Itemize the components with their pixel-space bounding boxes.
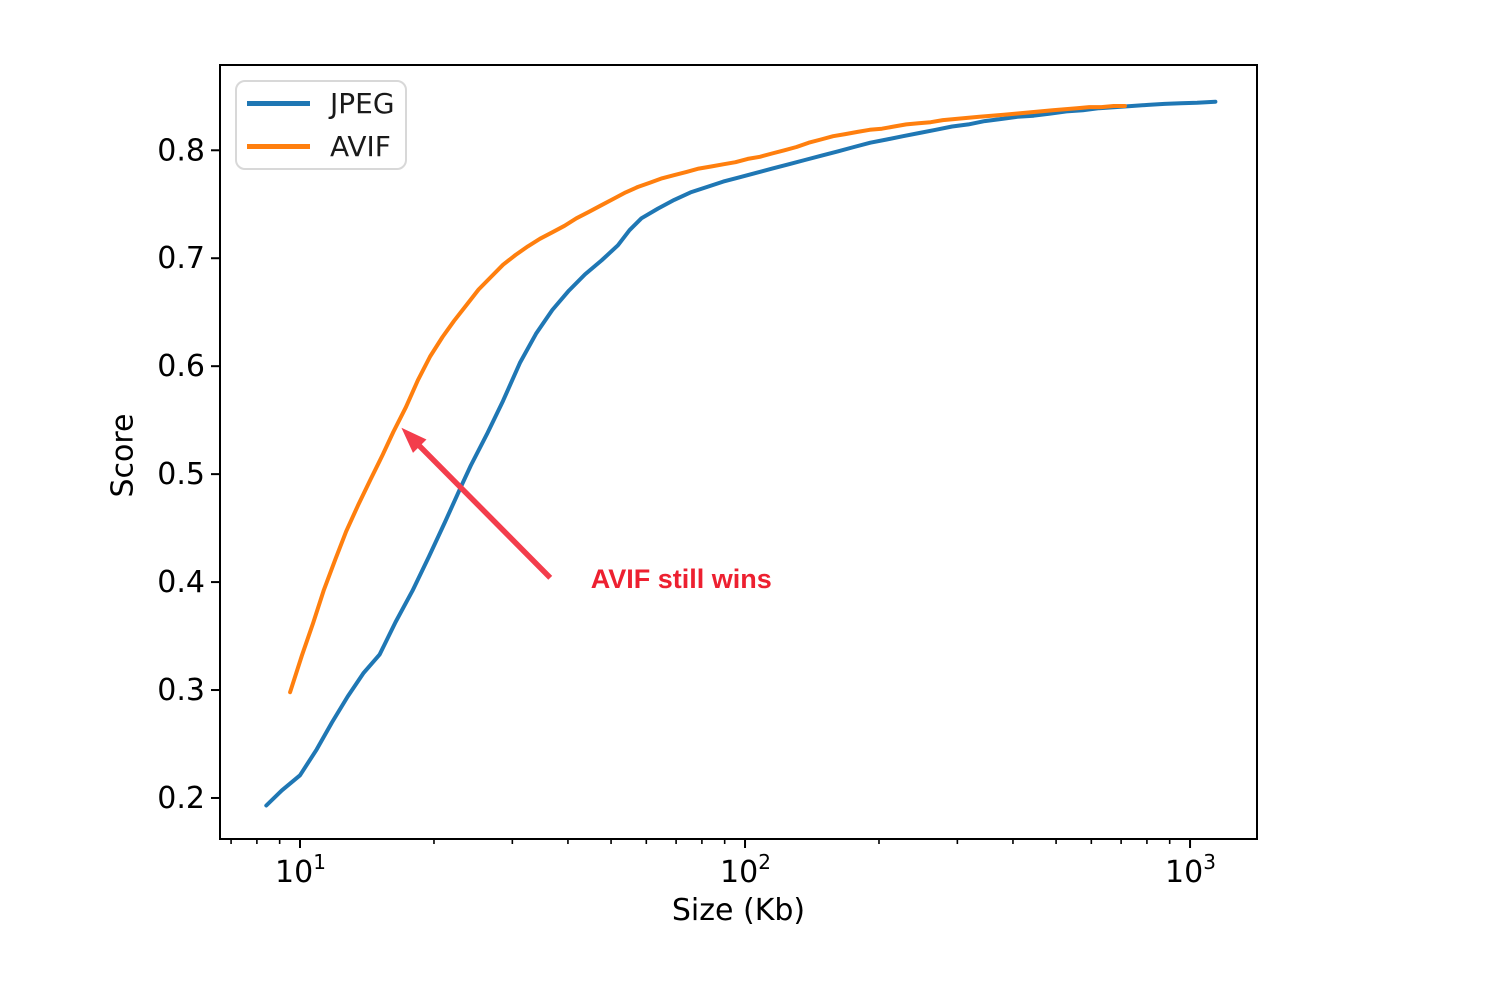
- series-avif-line: [288, 104, 1127, 695]
- x-axis-label: Size (Kb): [671, 893, 806, 928]
- x-tick-label: 102: [720, 850, 771, 890]
- y-tick-label: 0.8: [157, 133, 205, 168]
- y-axis: 0.2 0.3 0.4 0.5 0.6 0.7 0.8: [157, 133, 220, 816]
- arrow-shaft: [413, 439, 553, 580]
- legend-swatch-jpeg: [247, 101, 310, 106]
- y-tick-label: 0.5: [157, 457, 205, 492]
- x-tick-label: 103: [1165, 850, 1216, 890]
- x-axis: 101 102 103: [230, 839, 1216, 890]
- y-tick-label: 0.2: [157, 781, 205, 816]
- y-tick-label: 0.4: [157, 565, 205, 600]
- y-axis-label: Score: [105, 413, 141, 498]
- y-tick-label: 0.7: [157, 241, 205, 276]
- legend-label: JPEG: [330, 86, 395, 120]
- series-jpeg-line: [264, 99, 1218, 808]
- plot-border: [219, 64, 1258, 840]
- annotation-text: AVIF still wins: [590, 563, 772, 594]
- x-tick-label: 101: [275, 850, 326, 890]
- y-tick-label: 0.6: [157, 349, 205, 384]
- legend: JPEG AVIF: [235, 80, 407, 170]
- legend-entry-avif: AVIF: [247, 125, 395, 168]
- arrow-head: [401, 427, 427, 453]
- y-tick-label: 0.3: [157, 673, 205, 708]
- legend-entry-jpeg: JPEG: [247, 82, 395, 125]
- legend-swatch-avif: [247, 144, 310, 149]
- annotation-arrow: [401, 427, 553, 580]
- legend-label: AVIF: [330, 129, 391, 163]
